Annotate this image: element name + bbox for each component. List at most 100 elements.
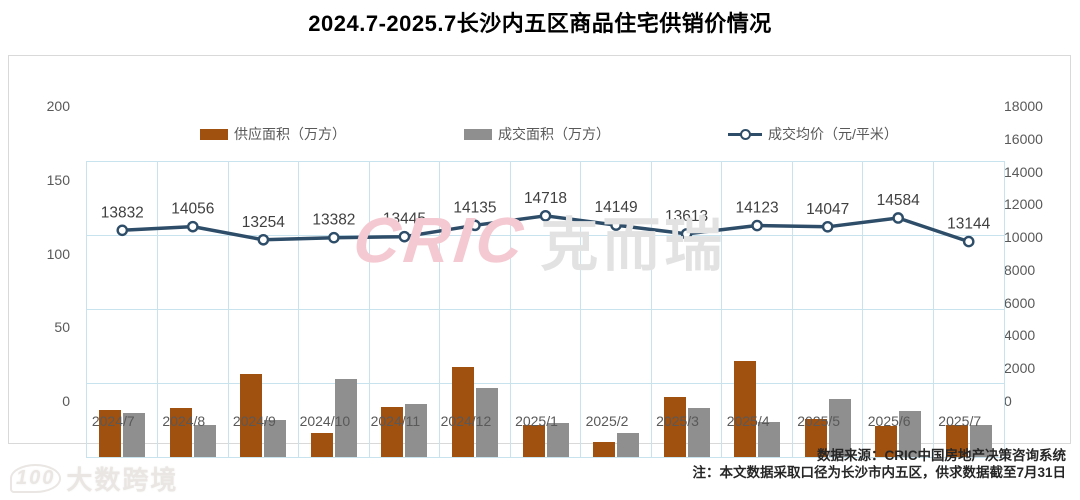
y-axis-right-tick-label: 12000 xyxy=(1004,196,1043,213)
price-point-marker xyxy=(398,230,411,243)
price-value-label: 14056 xyxy=(171,201,214,218)
bar-deal xyxy=(193,424,216,457)
x-axis-tick-label: 2024/9 xyxy=(232,413,276,429)
price-value-label: 13254 xyxy=(242,214,285,231)
dashu-100-logo-icon: 100 xyxy=(10,464,62,493)
data-source-note: 数据来源：CRIC中国房地产决策咨询系统 xyxy=(817,448,1066,463)
bar-deal xyxy=(899,411,922,457)
y-axis-right-tick-label: 18000 xyxy=(1004,98,1043,114)
x-axis-tick-label: 2025/5 xyxy=(797,413,841,429)
bar-deal xyxy=(334,378,357,457)
bar-deal xyxy=(475,387,498,457)
price-value-label: 13613 xyxy=(665,208,708,225)
gridline-horizontal xyxy=(87,309,1004,310)
bar-deal xyxy=(405,403,428,457)
gridline-vertical xyxy=(932,162,934,457)
x-axis-tick-label: 2025/1 xyxy=(515,413,558,429)
price-point-marker xyxy=(751,219,763,232)
supply-swatch-icon xyxy=(200,128,229,140)
price-line-marker-icon xyxy=(728,128,763,140)
legend-item-deal: 成交面积（万方） xyxy=(464,124,610,144)
legend: 供应面积（万方） 成交面积（万方） 成交均价（元/平米） xyxy=(9,124,1080,144)
legend-label-supply: 供应面积（万方） xyxy=(234,126,347,142)
gridline-vertical xyxy=(721,162,723,457)
legend-label-price: 成交均价（元/平米） xyxy=(768,126,898,142)
price-value-label: 14584 xyxy=(877,192,920,209)
x-axis-tick-label: 2025/4 xyxy=(726,413,770,429)
gridline-vertical xyxy=(862,162,864,457)
data-caliber-note: 注：本文数据采取口径为长沙市内五区，供求数据截至7月31日 xyxy=(692,465,1066,480)
price-point-marker xyxy=(469,219,481,232)
bar-deal xyxy=(969,424,992,457)
x-axis-tick-label: 2024/8 xyxy=(162,413,206,429)
gridline-vertical xyxy=(791,162,793,457)
gridline-vertical xyxy=(650,162,652,457)
price-value-label: 13382 xyxy=(312,212,355,229)
price-line-chart: 13832 14056 13254 13382 13445 14135 14718 14149… xyxy=(101,190,991,248)
bar-deal xyxy=(828,399,851,457)
price-value-label: 14135 xyxy=(453,199,496,216)
bar-supply xyxy=(945,424,968,457)
bar-deal xyxy=(687,408,710,457)
bar-supply xyxy=(804,418,827,457)
deal-swatch-icon xyxy=(464,128,493,140)
bar-deal xyxy=(617,433,640,457)
bar-deal xyxy=(264,420,287,457)
gridline-horizontal xyxy=(87,235,1004,237)
y-axis-left-tick-label: 200 xyxy=(46,98,70,114)
bar-supply xyxy=(310,433,333,457)
gridline-vertical xyxy=(227,162,229,457)
plot-area: 13832 14056 13254 13382 13445 14135 14718 14149… xyxy=(86,161,1005,458)
legend-item-price: 成交均价（元/平米） xyxy=(728,124,898,144)
chart-panel: 供应面积（万方） 成交面积（万方） 成交均价（元/平米） 0 50 100 150 20… xyxy=(8,55,1071,458)
gridline-vertical xyxy=(509,162,511,457)
price-point-marker xyxy=(187,220,199,233)
x-axis-tick-label: 2025/7 xyxy=(938,413,982,429)
bar-supply xyxy=(663,396,686,457)
gridline-vertical xyxy=(368,162,370,457)
x-axis-tick-label: 2025/2 xyxy=(585,413,629,429)
price-point-marker xyxy=(328,231,340,244)
gridline-vertical xyxy=(157,162,159,457)
y-axis-left-tick-label: 0 xyxy=(62,393,70,409)
gridline-horizontal xyxy=(87,382,1004,384)
y-axis-right-tick-label: 14000 xyxy=(1004,163,1043,180)
y-axis-right-tick-label: 6000 xyxy=(1004,294,1036,311)
bar-supply xyxy=(381,406,404,457)
y-axis-left-tick-label: 100 xyxy=(46,245,70,262)
bar-supply xyxy=(240,374,263,457)
price-value-label: 13445 xyxy=(383,211,426,228)
x-axis-tick-label: 2024/12 xyxy=(440,413,492,429)
bar-supply xyxy=(451,367,474,457)
bar-supply xyxy=(99,409,122,457)
bar-supply xyxy=(875,426,898,457)
page-title: 2024.7-2025.7长沙内五区商品住宅供销价情况 xyxy=(308,11,772,36)
legend-label-deal: 成交面积（万方） xyxy=(498,126,611,142)
footer-notes: 数据来源：CRIC中国房地产决策咨询系统 注：本文数据采取口径为长沙市内五区，供… xyxy=(692,447,1066,481)
price-value-label: 14123 xyxy=(736,200,779,217)
price-point-marker xyxy=(680,228,693,240)
price-point-marker xyxy=(116,224,129,237)
y-axis-right-tick-label: 0 xyxy=(1004,393,1012,409)
price-value-label: 14718 xyxy=(524,190,567,207)
legend-item-supply: 供应面积（万方） xyxy=(200,124,346,144)
x-axis-tick-label: 2025/6 xyxy=(867,413,911,429)
price-point-marker xyxy=(892,212,904,224)
y-axis-right-tick-label: 10000 xyxy=(1004,229,1043,246)
bar-deal xyxy=(546,423,569,457)
watermark-dashukuajing: 100 大数跨境 xyxy=(10,460,178,497)
bar-supply xyxy=(734,361,757,457)
y-axis-left-tick-label: 150 xyxy=(46,171,70,188)
x-axis-tick-label: 2024/10 xyxy=(299,413,351,429)
price-value-label: 13832 xyxy=(101,204,144,221)
price-value-label: 13144 xyxy=(947,216,990,233)
y-axis-right-tick-label: 2000 xyxy=(1004,360,1036,377)
x-axis-tick-label: 2024/11 xyxy=(370,413,421,429)
bar-deal xyxy=(123,412,146,457)
price-point-marker xyxy=(257,233,270,246)
x-axis-tick-label: 2025/3 xyxy=(656,413,699,429)
gridline-vertical xyxy=(439,162,441,457)
gridline-vertical xyxy=(580,162,582,457)
price-point-marker xyxy=(821,220,834,233)
